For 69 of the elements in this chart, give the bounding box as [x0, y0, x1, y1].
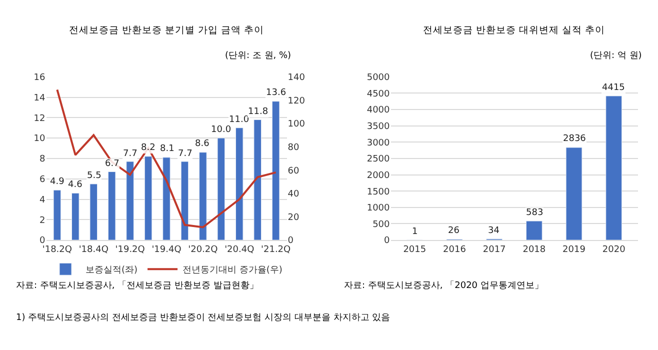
y-tick-label: 1000 — [366, 204, 390, 214]
y-tick-label: 5000 — [366, 73, 390, 84]
y-tick-label: 3000 — [366, 138, 390, 148]
legend-label: 전년동기대비 증가율(우) — [182, 266, 282, 276]
y-tick-label: 2000 — [366, 170, 390, 181]
data-label: 6.7 — [105, 159, 120, 169]
y-tick-label: 8 — [40, 154, 46, 165]
data-label: 8.1 — [160, 144, 174, 154]
y-tick-label: 1500 — [366, 187, 390, 198]
data-label: 8.6 — [195, 139, 210, 149]
data-label: 11.8 — [248, 107, 268, 117]
chart-title: 전세보증금 반환보증 대위변제 실적 추이 — [423, 25, 606, 36]
y-tick-label: 0 — [384, 236, 390, 246]
data-label: 1 — [412, 227, 418, 237]
y-tick-label: 3500 — [366, 122, 390, 132]
y-tick-label: 10 — [34, 134, 46, 144]
data-label: 34 — [488, 226, 500, 236]
x-tick-label: '18.2Q — [42, 244, 72, 255]
chart-title: 전세보증금 반환보증 분기별 가입 금액 추이 — [69, 25, 264, 36]
y-tick-label: 14 — [34, 93, 46, 104]
text: 자료: 주택도시보증공사, 「2020 업무통계연보」 — [344, 280, 544, 291]
x-tick-label: '20.2Q — [188, 244, 218, 255]
y-tick-label: 4500 — [366, 89, 390, 100]
data-label: 13.6 — [266, 88, 286, 98]
x-tick-label: '19.2Q — [115, 244, 145, 255]
data-label: 10.0 — [211, 125, 232, 135]
x-tick-label: 2018 — [522, 244, 546, 255]
data-label: 2836 — [563, 134, 586, 144]
y2-tick-label: 20 — [288, 212, 300, 223]
data-label: 5.5 — [87, 171, 102, 181]
y-tick-label: 500 — [372, 220, 390, 230]
data-label: 8.2 — [141, 143, 156, 153]
x-tick-label: '21.2Q — [261, 244, 291, 255]
y2-tick-label: 40 — [288, 190, 300, 200]
text: 1) 주택도시보증공사의 전세보증금 반환보증이 전세보증보험 시장의 대부분을 차지하고 있음 — [16, 313, 390, 323]
y2-tick-label: 120 — [288, 96, 306, 106]
text: 자료: 주택도시보증공사, 「전세보증금 반환보증 발급현황」 — [16, 280, 258, 291]
chart-subtitle: (단위: 조 원, %) — [225, 51, 292, 61]
data-label: 7.7 — [178, 149, 192, 159]
y-tick-label: 4000 — [366, 106, 390, 116]
y2-tick-label: 100 — [288, 120, 306, 130]
y-tick-label: 6 — [40, 175, 46, 186]
data-label: 4.9 — [50, 177, 65, 187]
y-tick-label: 16 — [34, 73, 46, 84]
y-tick-label: 2 — [40, 216, 46, 226]
x-tick-label: 2015 — [403, 244, 426, 255]
data-label: 4415 — [602, 83, 625, 93]
y-tick-label: 12 — [34, 114, 46, 124]
x-tick-label: 2019 — [562, 244, 586, 255]
y2-tick-label: 80 — [288, 142, 300, 153]
x-tick-label: 2020 — [602, 244, 626, 255]
x-tick-label: '18.4Q — [78, 244, 108, 255]
x-tick-label: '19.4Q — [152, 244, 182, 255]
legend-label: 보증실적(좌) — [86, 266, 138, 276]
data-label: 583 — [526, 208, 544, 218]
x-tick-label: '20.4Q — [224, 244, 254, 255]
y2-tick-label: 140 — [288, 73, 306, 84]
x-tick-label: 2016 — [443, 244, 466, 255]
y2-tick-label: 60 — [288, 166, 300, 176]
y-tick-label: 2500 — [366, 154, 390, 165]
chart-subtitle: (단위: 억 원) — [590, 51, 642, 61]
x-tick-label: 2017 — [482, 244, 506, 255]
data-label: 11.0 — [229, 115, 250, 125]
y-tick-label: 4 — [40, 195, 46, 206]
y-tick-label: 0 — [40, 236, 46, 246]
data-label: 7.7 — [123, 149, 138, 159]
data-label: 4.6 — [68, 180, 83, 190]
y2-tick-label: 0 — [288, 236, 294, 246]
data-label: 26 — [448, 226, 460, 236]
